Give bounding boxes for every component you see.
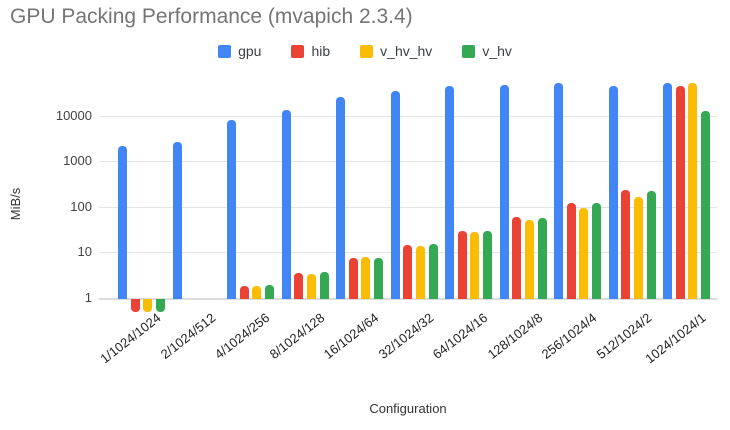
bar-v_hv_hv-16/1024/64[interactable]: [361, 257, 371, 299]
bar-v_hv_hv-1/1024/1024[interactable]: [143, 299, 153, 312]
bar-v_hv-1024/1024/1[interactable]: [701, 110, 711, 299]
bar-hib-8/1024/128[interactable]: [294, 273, 304, 299]
bar-gpu-16/1024/64[interactable]: [336, 97, 345, 299]
legend: gpu hib v_hv_hv v_hv: [0, 41, 730, 61]
chart-title: GPU Packing Performance (mvapich 2.3.4): [10, 5, 413, 28]
legend-item-hib: hib: [291, 43, 330, 59]
bar-v_hv-64/1024/16[interactable]: [483, 230, 493, 299]
bar-v_hv_hv-8/1024/128[interactable]: [306, 273, 316, 299]
legend-label: v_hv: [482, 43, 512, 59]
legend-swatch-hib: [291, 44, 305, 58]
bar-v_hv_hv-128/1024/8[interactable]: [524, 219, 534, 299]
bar-v_hv-1/1024/1024[interactable]: [156, 299, 166, 312]
legend-swatch-v_hv: [462, 44, 476, 58]
y-tick-label: 10000: [55, 107, 92, 123]
bar-gpu-2/1024/512[interactable]: [172, 142, 182, 299]
bar-v_hv-32/1024/32[interactable]: [428, 243, 438, 299]
bar-gpu-4/1024/256[interactable]: [227, 120, 236, 299]
bar-v_hv-128/1024/8[interactable]: [537, 217, 547, 299]
bar-v_hv_hv-512/1024/2[interactable]: [633, 197, 643, 299]
bar-gpu-8/1024/128[interactable]: [281, 109, 291, 299]
bar-v_hv-512/1024/2[interactable]: [646, 191, 656, 299]
x-tick-label: 4/1024/256: [212, 310, 273, 362]
bar-gpu-512/1024/2[interactable]: [608, 85, 618, 299]
gridline: [99, 161, 717, 163]
bar-hib-1024/1024/1[interactable]: [675, 86, 685, 299]
bar-v_hv-4/1024/256[interactable]: [265, 285, 275, 299]
x-tick-label: 256/1024/4: [539, 310, 600, 362]
bar-v_hv-16/1024/64[interactable]: [374, 258, 384, 299]
x-axis-title: Configuration: [369, 401, 447, 416]
x-tick-label: 128/1024/8: [484, 310, 546, 362]
x-tick-label: 16/1024/64: [321, 310, 382, 362]
x-tick-label: 32/1024/32: [375, 310, 437, 362]
bar-hib-64/1024/16[interactable]: [457, 231, 467, 299]
legend-swatch-v_hv_hv: [360, 44, 374, 58]
bar-hib-512/1024/2[interactable]: [621, 189, 631, 299]
bar-v_hv_hv-1024/1024/1[interactable]: [688, 82, 698, 299]
y-tick-label: 100: [70, 198, 92, 214]
gridline: [99, 115, 717, 117]
bar-gpu-128/1024/8[interactable]: [499, 85, 509, 299]
legend-item-gpu: gpu: [218, 43, 261, 59]
bar-hib-256/1024/4[interactable]: [566, 203, 576, 299]
bar-hib-16/1024/64[interactable]: [348, 258, 358, 299]
bar-gpu-1024/1024/1[interactable]: [663, 82, 672, 299]
bar-v_hv_hv-4/1024/256[interactable]: [252, 286, 262, 299]
x-tick-label: 2/1024/512: [157, 310, 219, 362]
bar-gpu-256/1024/4[interactable]: [554, 83, 563, 299]
y-tick-label: 10: [77, 244, 92, 260]
legend-item-v_hv_hv: v_hv_hv: [360, 43, 432, 59]
bar-hib-128/1024/8[interactable]: [512, 216, 522, 299]
x-tick-label: 8/1024/128: [266, 310, 328, 362]
bar-gpu-64/1024/16[interactable]: [445, 86, 454, 299]
y-axis-title: MiB/s: [8, 187, 23, 221]
legend-label: gpu: [238, 43, 262, 59]
bar-v_hv_hv-32/1024/32[interactable]: [415, 245, 425, 299]
bar-v_hv-256/1024/4[interactable]: [592, 203, 602, 299]
bar-gpu-1/1024/1024[interactable]: [118, 145, 127, 299]
bar-gpu-32/1024/32[interactable]: [390, 90, 400, 299]
legend-item-v_hv: v_hv: [462, 43, 512, 59]
bar-hib-4/1024/256[interactable]: [239, 286, 249, 299]
x-tick-label: 64/1024/16: [430, 310, 491, 362]
bar-v_hv_hv-64/1024/16[interactable]: [470, 232, 480, 299]
bar-hib-1/1024/1024[interactable]: [130, 299, 140, 312]
x-tick-label: 1/1024/1024: [97, 310, 164, 367]
bar-hib-32/1024/32[interactable]: [403, 245, 413, 299]
legend-label: hib: [311, 43, 331, 59]
x-tick-label: 1024/1024/1: [642, 310, 709, 367]
gridline: [99, 298, 717, 300]
y-tick-label: 1000: [63, 153, 92, 169]
legend-label: v_hv_hv: [380, 43, 433, 59]
y-tick-label: 1: [84, 290, 92, 305]
legend-swatch-gpu: [218, 44, 232, 58]
gridline: [99, 206, 717, 208]
bar-v_hv_hv-256/1024/4[interactable]: [579, 207, 589, 299]
bar-v_hv-8/1024/128[interactable]: [319, 272, 329, 299]
